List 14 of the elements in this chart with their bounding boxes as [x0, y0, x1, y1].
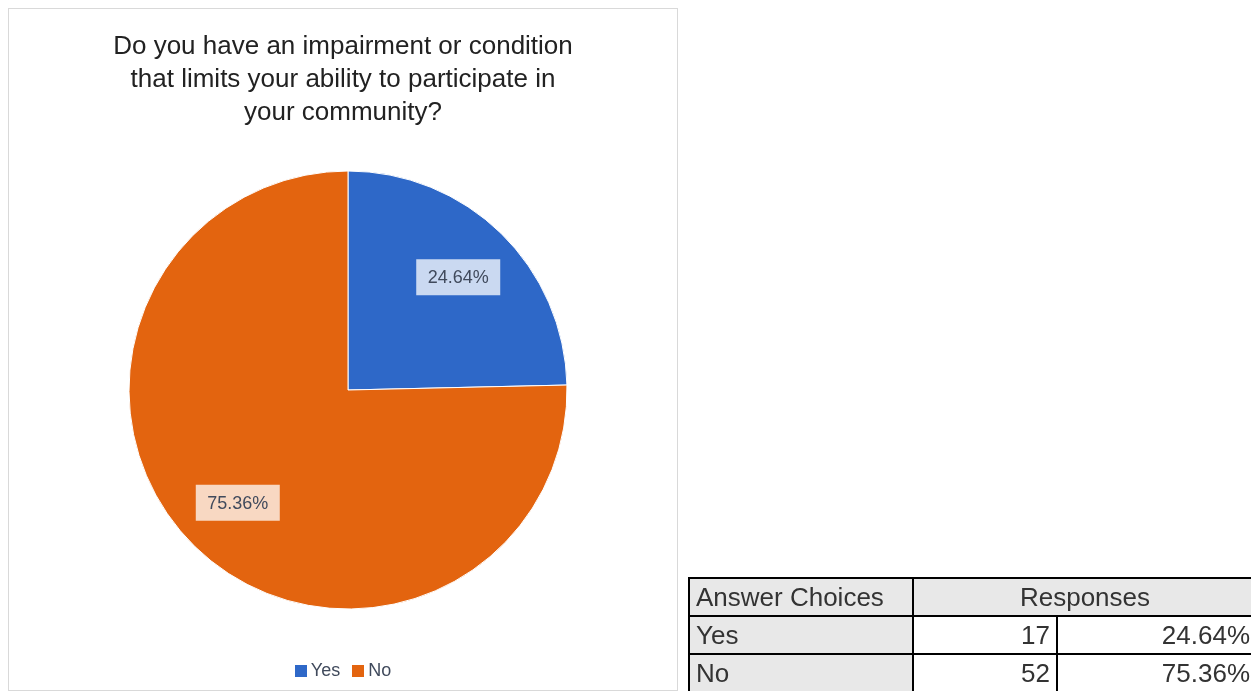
data-label: 75.36% [207, 492, 269, 513]
legend-label: No [368, 660, 392, 681]
pie-slice [128, 170, 568, 610]
category-label: Yes [696, 619, 739, 650]
text: 24.64% [1161, 619, 1250, 650]
text: Responses [913, 578, 1251, 616]
chart-title: Do you have an impairment or condition that limits your ability to participate in your community? [112, 29, 574, 128]
legend-label: Yes [310, 660, 341, 681]
text: 75.36% [1161, 657, 1250, 688]
text: 17 [913, 616, 1057, 654]
text: 52 [913, 654, 1057, 691]
data-label: 24.64% [427, 267, 489, 288]
category-label: No [696, 657, 730, 688]
text: Answer Choices [689, 578, 913, 616]
